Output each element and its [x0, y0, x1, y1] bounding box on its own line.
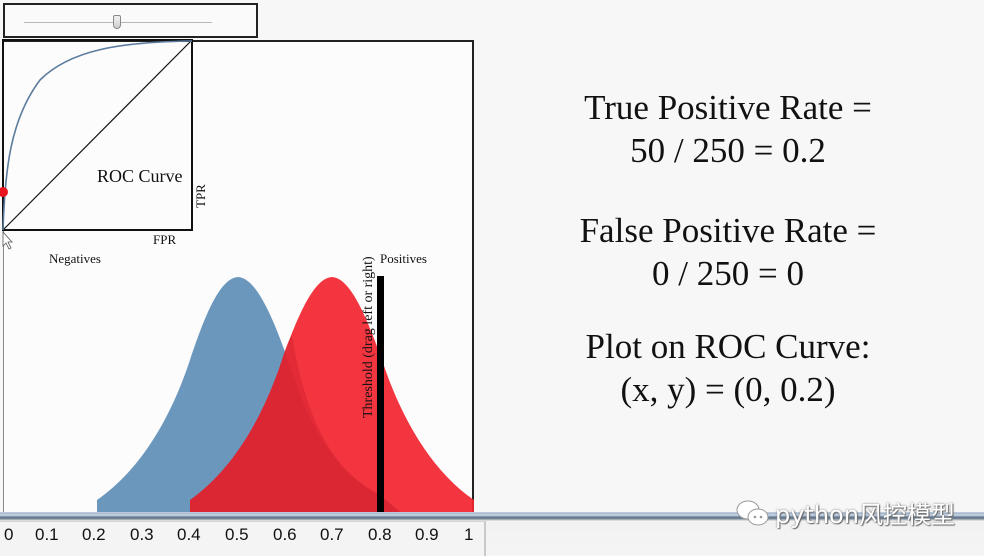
watermark-text: python风控模型	[775, 501, 955, 529]
x-tick: 0	[4, 525, 14, 544]
overlap-region	[190, 335, 400, 512]
tpr-line-1: True Positive Rate =	[584, 88, 872, 127]
roc-diagonal	[2, 39, 193, 231]
roc-title: ROC Curve	[97, 166, 183, 186]
watermark: python风控模型	[735, 495, 955, 530]
x-tick: 0.5	[225, 525, 249, 544]
slider-thumb[interactable]	[113, 15, 121, 29]
threshold-line[interactable]	[377, 276, 384, 512]
fpr-line-2: 0 / 250 = 0	[652, 254, 804, 293]
threshold-label: Threshold (drag left or right)	[361, 256, 376, 418]
tpr-line-2: 50 / 250 = 0.2	[630, 131, 826, 170]
plot-line-1: Plot on ROC Curve:	[585, 327, 871, 366]
positives-distribution	[190, 277, 474, 512]
roc-box	[2, 39, 193, 231]
x-tick: 0.4	[177, 525, 201, 544]
x-tick: 0.9	[415, 525, 439, 544]
tpr-label: TPR	[193, 184, 208, 208]
x-tick: 1	[464, 525, 474, 544]
x-tick: 0.3	[130, 525, 154, 544]
x-tick: 0.7	[320, 525, 344, 544]
threshold-slider-panel	[3, 3, 258, 38]
x-tick: 0.6	[273, 525, 297, 544]
x-axis-scale	[0, 521, 486, 556]
x-tick: 0.1	[35, 525, 59, 544]
x-tick: 0.8	[368, 525, 392, 544]
x-tick: 0.2	[82, 525, 106, 544]
positives-label: Positives	[380, 251, 427, 266]
plot-line-2: (x, y) = (0, 0.2)	[620, 370, 836, 409]
tpr-explanation: True Positive Rate = 50 / 250 = 0.2	[540, 86, 916, 172]
wechat-icon	[736, 500, 769, 525]
negatives-label: Negatives	[49, 251, 101, 266]
fpr-label: FPR	[153, 232, 177, 247]
mouse-cursor-icon	[2, 230, 13, 250]
roc-curve	[2, 40, 193, 231]
fpr-line-1: False Positive Rate =	[579, 211, 877, 250]
roc-point	[0, 187, 8, 197]
plot-explanation: Plot on ROC Curve: (x, y) = (0, 0.2)	[540, 325, 916, 411]
fpr-explanation: False Positive Rate = 0 / 250 = 0	[540, 209, 916, 295]
